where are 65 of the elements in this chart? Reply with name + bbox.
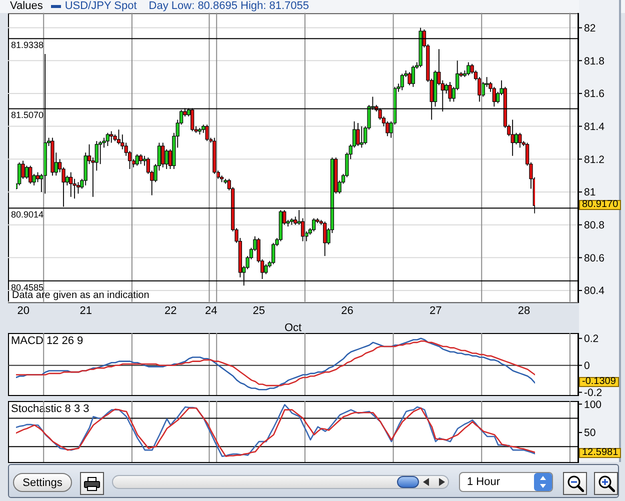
- candlestick: [448, 82, 452, 102]
- text: Day Low: 80.8695 High: 81.7055: [148, 0, 310, 13]
- annotation: Data are given as an indication: [12, 290, 150, 301]
- y-tick-label: 82: [584, 22, 596, 35]
- candlestick: [18, 162, 22, 186]
- y-tick-label: 81.8: [584, 55, 605, 68]
- candlestick: [466, 62, 470, 76]
- candlestick: [312, 218, 316, 232]
- chart-title: MACD 12 26 9: [11, 335, 84, 347]
- candlestick: [264, 264, 268, 275]
- settings-button: Settings: [13, 473, 72, 492]
- candlestick: [106, 132, 110, 146]
- y-tick-label: 80.8: [584, 220, 605, 232]
- ref-line-label: 81.9338: [11, 40, 44, 50]
- dropdown-field: 1 Hour: [459, 472, 553, 492]
- candlestick: [356, 122, 360, 146]
- y-tick-label: 80.6: [584, 252, 605, 264]
- candlestick: [510, 119, 514, 156]
- candlestick: [36, 172, 40, 183]
- ref-line-label: 80.9014: [11, 210, 44, 220]
- chart-title: Stochastic 8 3 3: [11, 403, 90, 415]
- candlestick: [411, 65, 415, 88]
- ref-line-label: 80.4585: [11, 282, 44, 292]
- y-tick-label: 0.2: [584, 333, 599, 346]
- x-tick-label: 22: [164, 304, 177, 317]
- y-tick-label: -0.2: [584, 387, 602, 400]
- candlestick: [400, 73, 404, 91]
- text: 12.5981: [579, 447, 622, 458]
- candlestick: [139, 154, 143, 165]
- x-tick-label: 28: [518, 304, 530, 317]
- y-tick-label: 81: [584, 186, 596, 199]
- candlestick: [76, 182, 80, 194]
- x-tick-label: 24: [204, 304, 218, 317]
- x-tick-label: 27: [429, 304, 442, 317]
- candlestick: [161, 142, 165, 168]
- candlestick: [272, 242, 276, 265]
- candlestick: [110, 130, 114, 144]
- y-tick-label: 50: [584, 427, 596, 440]
- candlestick: [518, 132, 522, 148]
- candlestick: [514, 132, 518, 145]
- x-tick-label: 26: [341, 304, 354, 317]
- ref-line-label: 81.5070: [11, 110, 44, 120]
- candlestick: [28, 165, 32, 184]
- y-tick-label: 80.4: [584, 285, 605, 298]
- candlestick: [323, 221, 327, 256]
- text: -0.1309: [579, 376, 619, 388]
- chart-title: Values: [10, 0, 43, 13]
- y-tick-label: 81.6: [584, 88, 605, 100]
- x-tick-label: 20: [17, 304, 30, 317]
- candlestick: [360, 126, 364, 148]
- y-tick-label: 81.4: [584, 121, 605, 134]
- text: 80.9170: [579, 199, 622, 210]
- y-tick-label: 81.2: [584, 154, 605, 166]
- candlestick: [69, 172, 73, 198]
- y-tick-label: 100: [584, 398, 602, 411]
- candlestick: [135, 154, 139, 166]
- chart-subtitle: USD/JPY Spot: [64, 0, 137, 13]
- y-tick-label: 0: [584, 360, 590, 372]
- x-tick-label: 25: [252, 304, 266, 317]
- x-axis-title: Oct: [284, 322, 302, 334]
- x-tick-label: 21: [80, 304, 92, 317]
- candlestick: [24, 165, 28, 180]
- candlestick: [164, 148, 168, 170]
- candlestick: [205, 124, 209, 142]
- candlestick: [386, 120, 390, 137]
